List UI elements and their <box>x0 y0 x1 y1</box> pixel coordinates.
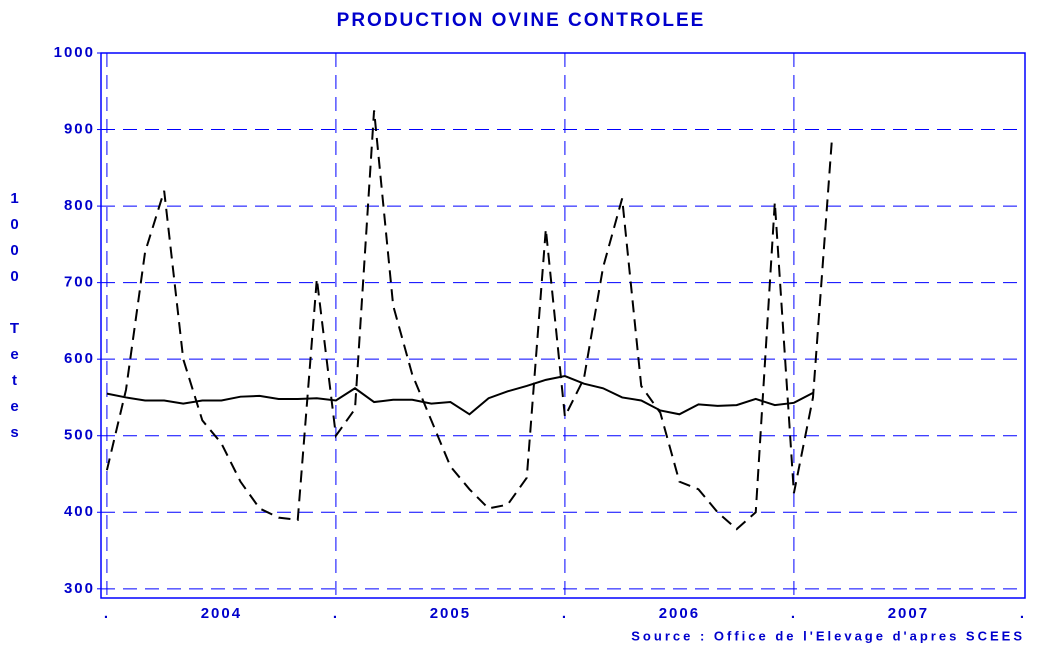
y-tick-label: 400 <box>64 503 95 520</box>
y-tick-label: 800 <box>64 197 95 214</box>
y-tick-label: 300 <box>64 580 95 597</box>
y-tick-label: 500 <box>64 427 95 444</box>
x-tick-label: 2006 <box>659 605 700 622</box>
source-note: Source : Office de l'Elevage d'apres SCE… <box>631 628 1025 643</box>
series-line <box>105 110 834 531</box>
x-tick-label: 2004 <box>201 605 242 622</box>
y-tick-label: 900 <box>64 121 95 138</box>
chart-title: PRODUCTION OVINE CONTROLEE <box>337 10 706 31</box>
y-tick-label: 1000 <box>54 44 95 61</box>
x-tick-label: 2007 <box>888 605 929 622</box>
x-tick-label: . <box>1020 605 1026 622</box>
x-tick-label: . <box>104 605 110 622</box>
x-tick-label: . <box>791 605 797 622</box>
series-line <box>106 374 814 416</box>
plot-frame <box>100 52 1026 599</box>
x-tick-label: . <box>562 605 568 622</box>
y-tick-label: 600 <box>64 350 95 367</box>
x-tick-label: 2005 <box>430 605 471 622</box>
y-tick-label: 700 <box>64 274 95 291</box>
x-tick-label: . <box>333 605 339 622</box>
y-axis-label: 1000 Tetes <box>6 190 23 450</box>
